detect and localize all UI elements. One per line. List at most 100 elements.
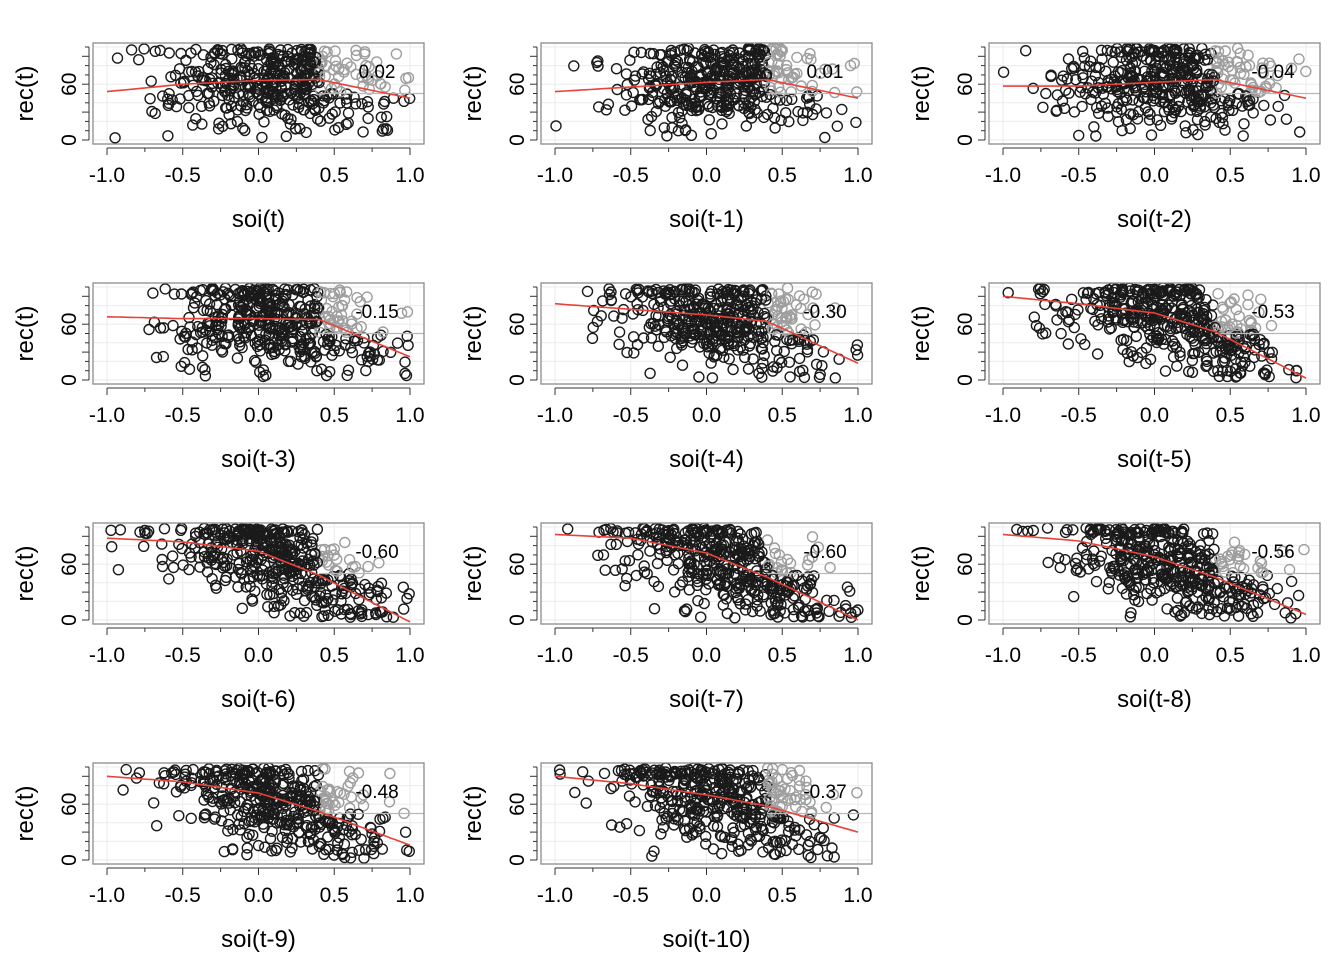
data-point (669, 586, 681, 598)
x-tick-label: 0.5 (1216, 644, 1245, 667)
data-point (238, 818, 250, 830)
data-point (1191, 292, 1204, 305)
data-point (702, 302, 714, 314)
data-point (631, 298, 643, 310)
data-point (1266, 346, 1279, 358)
data-point (806, 551, 818, 563)
data-point (673, 295, 686, 307)
y-tick-label: 60 (954, 553, 977, 576)
data-point (661, 554, 673, 566)
data-point (281, 832, 294, 845)
data-point (800, 775, 812, 787)
data-point (217, 80, 229, 92)
data-point (208, 48, 221, 60)
data-point (780, 59, 793, 72)
data-point (120, 763, 132, 776)
data-point (793, 352, 806, 365)
data-point (826, 63, 839, 75)
data-point (191, 342, 203, 354)
data-point (308, 93, 320, 106)
data-point (1209, 321, 1221, 334)
data-point (281, 541, 294, 553)
data-point (329, 124, 341, 136)
data-point (324, 366, 336, 378)
data-point (1198, 101, 1211, 113)
data-point (1219, 566, 1231, 578)
data-point (296, 325, 308, 338)
correlation-label: -0.60 (803, 542, 846, 563)
data-point (795, 302, 807, 315)
data-point (236, 602, 249, 614)
data-point (782, 293, 794, 305)
data-point (257, 818, 269, 830)
data-point (259, 283, 271, 295)
data-point (742, 363, 755, 375)
data-point (743, 45, 756, 57)
data-point (281, 808, 293, 821)
data-point (295, 301, 307, 313)
data-point (808, 570, 820, 582)
x-tick-label: 0.0 (1140, 164, 1169, 187)
data-point (147, 797, 160, 809)
data-point (806, 531, 819, 543)
data-point (664, 351, 676, 363)
data-point (390, 48, 403, 60)
data-point (312, 113, 324, 125)
data-point (284, 610, 296, 622)
data-point (401, 306, 414, 318)
data-point (1225, 344, 1237, 357)
x-tick-label: -0.5 (165, 884, 201, 907)
data-point (1174, 610, 1186, 622)
x-tick-label: 0.0 (244, 164, 273, 187)
data-point (1045, 69, 1057, 81)
data-point (768, 607, 780, 620)
data-point (294, 607, 307, 619)
x-tick-label: 1.0 (1291, 644, 1320, 667)
data-point (249, 337, 261, 349)
data-point (306, 843, 319, 855)
data-point (761, 562, 773, 574)
data-point (765, 45, 777, 57)
data-point (610, 538, 622, 551)
data-point (367, 353, 379, 365)
data-point (805, 53, 817, 66)
data-point (215, 815, 228, 827)
data-point (341, 369, 353, 382)
data-point (342, 364, 355, 376)
y-tick-label: 60 (58, 553, 81, 576)
data-point (1166, 533, 1178, 545)
data-point (1169, 581, 1182, 593)
data-point (831, 120, 843, 132)
data-point (1145, 129, 1158, 141)
data-point (300, 126, 312, 139)
data-point (220, 338, 232, 350)
data-point (804, 610, 816, 622)
correlation-label: -0.15 (355, 302, 398, 323)
data-point (248, 50, 260, 62)
data-point (287, 780, 299, 792)
data-point (1136, 291, 1149, 303)
data-point (1200, 337, 1213, 350)
data-point (828, 594, 840, 607)
data-point (267, 587, 280, 600)
data-point (1171, 321, 1184, 334)
data-point (365, 843, 378, 856)
data-point (1224, 297, 1236, 309)
data-point (283, 72, 295, 84)
data-point (1215, 107, 1228, 120)
data-point (659, 535, 672, 548)
data-point (253, 99, 265, 111)
data-point (248, 816, 261, 828)
data-point (810, 288, 822, 300)
data-point (1201, 359, 1213, 372)
data-point (1240, 90, 1252, 102)
data-point (353, 593, 365, 606)
data-point (619, 555, 631, 567)
x-tick-label: -1.0 (89, 644, 125, 667)
data-point (240, 98, 253, 111)
data-point (1200, 294, 1212, 306)
data-point (1077, 287, 1090, 299)
data-point (619, 288, 632, 300)
data-point (1071, 563, 1084, 575)
data-point (662, 313, 674, 325)
